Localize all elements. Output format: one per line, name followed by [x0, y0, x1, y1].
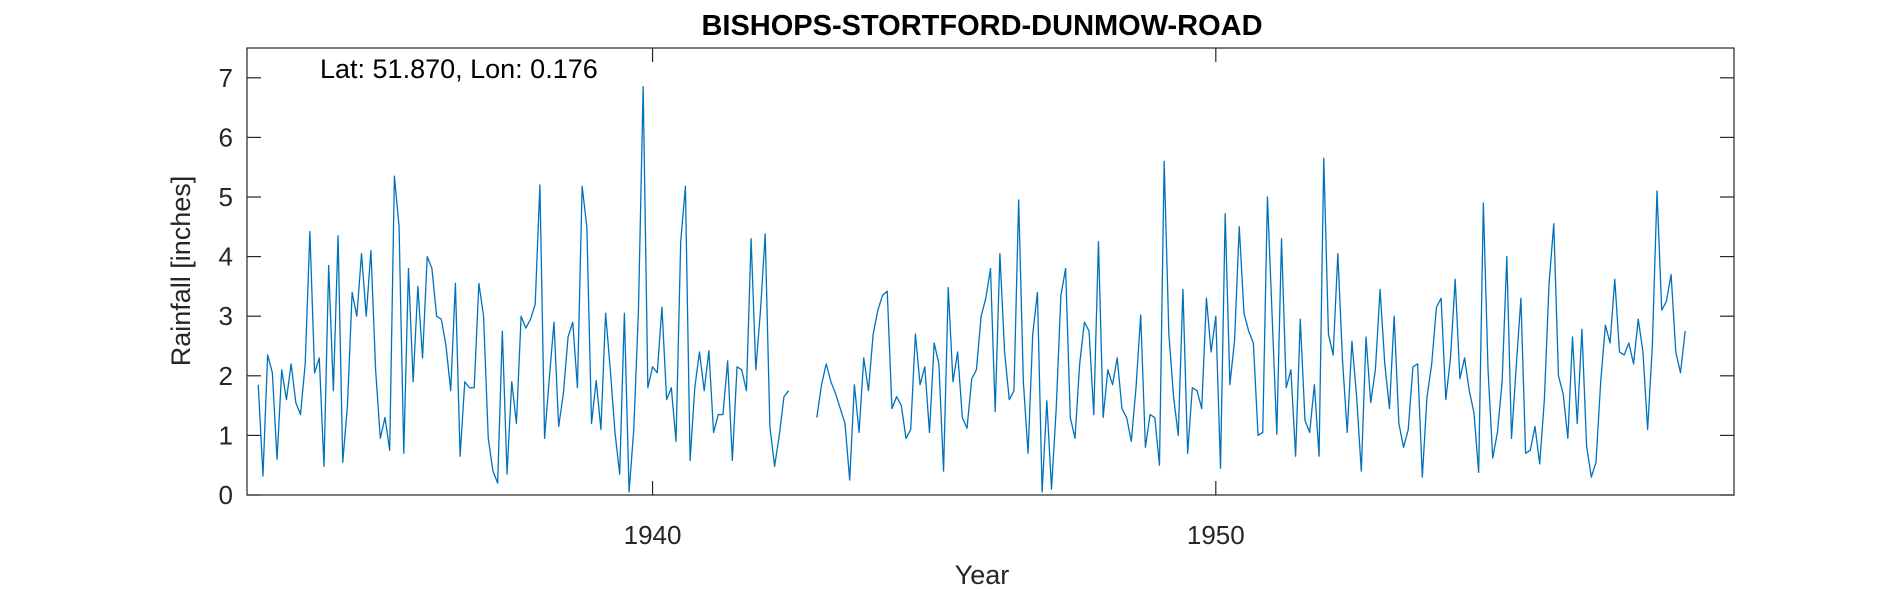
series-layer — [257, 86, 1686, 493]
chart-title: BISHOPS-STORTFORD-DUNMOW-ROAD — [701, 10, 1262, 42]
y-tick-label: 2 — [219, 361, 233, 391]
plot-frame — [246, 47, 1735, 496]
y-tick-label: 7 — [219, 63, 233, 93]
x-axis-label: Year — [955, 560, 1010, 590]
x-tick-label: 1950 — [1187, 520, 1245, 550]
y-tick-label: 6 — [219, 122, 233, 152]
y-tick-label: 1 — [219, 420, 233, 450]
y-tick-label: 0 — [219, 480, 233, 510]
y-tick-label: 3 — [219, 301, 233, 331]
y-tick-label: 5 — [219, 182, 233, 212]
location-annotation: Lat: 51.870, Lon: 0.176 — [320, 54, 598, 84]
y-tick-label: 4 — [219, 242, 233, 272]
axis-ticks: 0 1 2 3 4 5 6 7 1940 1950 — [219, 48, 1734, 550]
series-line-0 — [257, 86, 1686, 493]
y-axis-label: Rainfall [inches] — [166, 176, 196, 367]
x-tick-label: 1940 — [624, 520, 682, 550]
